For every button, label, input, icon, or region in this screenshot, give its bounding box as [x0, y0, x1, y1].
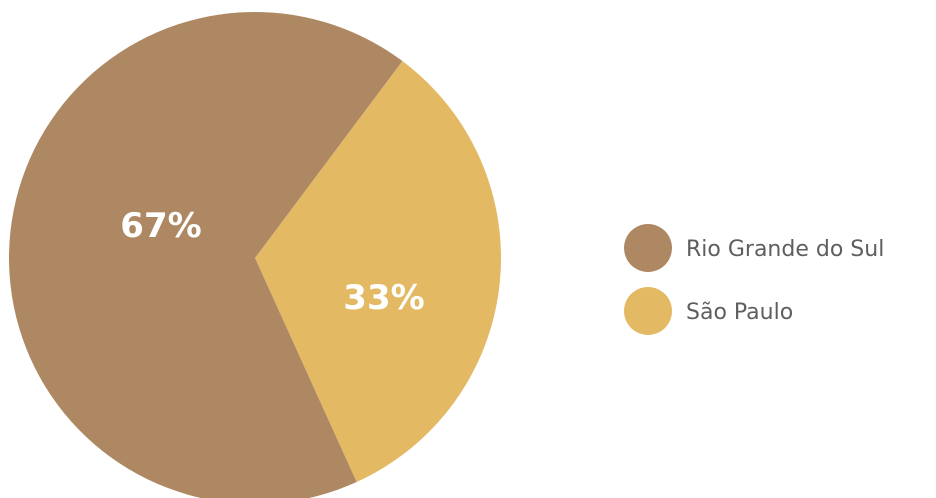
- legend-swatch-sao-paulo: [624, 287, 672, 335]
- slice-label-rio-grande-do-sul: 67%: [120, 206, 201, 246]
- pie-slice-rio-grande-do-sul[interactable]: [9, 12, 403, 498]
- legend-swatch-rio-grande-do-sul: [624, 224, 672, 272]
- slice-label-s-o-paulo: 33%: [343, 278, 424, 318]
- pie-slice-s-o-paulo[interactable]: [255, 61, 501, 483]
- pie-slices: [9, 12, 501, 498]
- legend-label-rio-grande-do-sul: Rio Grande do Sul: [686, 237, 884, 262]
- legend-label-sao-paulo: São Paulo: [686, 300, 793, 325]
- legend-item-sao-paulo[interactable]: São Paulo: [624, 287, 793, 335]
- pie-slice-labels: 67% 33%: [120, 206, 424, 318]
- legend-item-rio-grande-do-sul[interactable]: Rio Grande do Sul: [624, 224, 884, 272]
- legend: Rio Grande do Sul São Paulo: [624, 224, 884, 335]
